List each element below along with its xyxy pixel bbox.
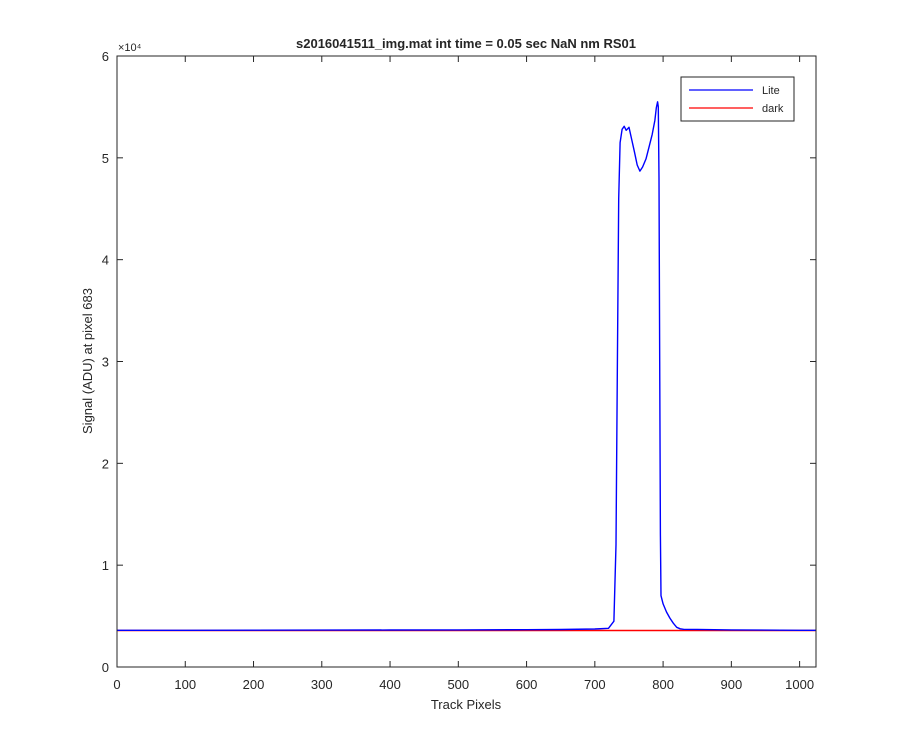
x-tick-label: 900: [721, 677, 743, 692]
plot-area: [117, 56, 816, 667]
series-layer: [117, 101, 816, 632]
x-tick-label: 200: [243, 677, 265, 692]
y-tick-label: 2: [102, 456, 109, 471]
y-tick-label: 0: [102, 660, 109, 675]
y-axis-label: Signal (ADU) at pixel 683: [80, 288, 95, 434]
x-tick-label: 400: [379, 677, 401, 692]
x-tick-label: 600: [516, 677, 538, 692]
y-tick-label: 6: [102, 49, 109, 64]
x-tick-label: 800: [652, 677, 674, 692]
x-axis-label: Track Pixels: [431, 697, 502, 712]
y-tick-label: 1: [102, 558, 109, 573]
x-axis: 0 100 200 300 400 500 600 700 800 900 1000: [113, 56, 814, 692]
legend: Lite dark: [680, 76, 795, 122]
y-tick-label: 5: [102, 151, 109, 166]
x-tick-label: 100: [174, 677, 196, 692]
chart-title: s2016041511_img.mat int time = 0.05 sec …: [296, 36, 636, 51]
series-line-lite: [117, 101, 816, 631]
y-tick-label: 4: [102, 253, 109, 268]
x-tick-label: 300: [311, 677, 333, 692]
x-tick-label: 700: [584, 677, 606, 692]
legend-label-lite: Lite: [762, 85, 780, 97]
x-tick-label: 500: [447, 677, 469, 692]
x-tick-label: 1000: [785, 677, 814, 692]
legend-label-dark: dark: [762, 103, 784, 115]
x-tick-label: 0: [113, 677, 120, 692]
y-axis: 0 1 2 3 4 5 6: [102, 49, 816, 675]
y-exponent-label: ×10⁴: [118, 42, 142, 54]
y-tick-label: 3: [102, 355, 109, 370]
legend-box: [680, 76, 795, 122]
